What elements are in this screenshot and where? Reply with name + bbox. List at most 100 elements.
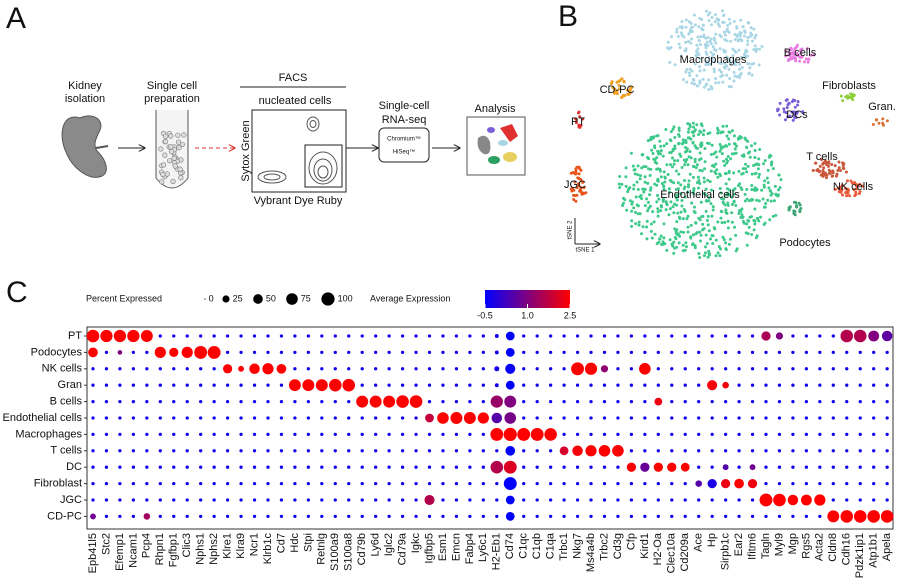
- dot: [777, 514, 782, 519]
- dot: [872, 498, 876, 502]
- gene-label: Klra9: [235, 533, 247, 559]
- dot: [575, 350, 580, 355]
- tsne-point: [702, 254, 706, 258]
- dot: [589, 399, 593, 404]
- dot: [629, 514, 634, 519]
- gene-label: Stc2: [100, 533, 112, 555]
- dot: [158, 367, 162, 371]
- dot: [643, 514, 647, 519]
- dot: [656, 432, 660, 437]
- tsne-point: [711, 164, 715, 168]
- tsne-point: [838, 169, 842, 173]
- tsne-point: [799, 207, 803, 211]
- tsne-point: [738, 76, 742, 80]
- dot: [427, 514, 432, 519]
- tsne-point: [674, 230, 678, 234]
- tsne-point: [737, 48, 741, 52]
- tsne-point: [622, 94, 626, 98]
- tsne-point: [757, 63, 761, 67]
- dot: [266, 334, 270, 338]
- tsne-point: [706, 178, 710, 182]
- gene-label: Ace: [693, 533, 705, 552]
- dot: [199, 334, 203, 338]
- tsne-point: [739, 31, 743, 35]
- tsne-point: [656, 179, 660, 183]
- dot: [589, 432, 593, 437]
- tsne-point: [617, 83, 621, 87]
- gene-label: Cd74: [504, 533, 516, 559]
- tsne-point: [728, 77, 732, 81]
- dot: [845, 367, 849, 371]
- dot: [360, 367, 364, 371]
- tsne-point: [686, 230, 690, 234]
- tsne-point: [656, 210, 660, 214]
- tsne-point: [722, 238, 726, 242]
- tsne-point: [662, 144, 666, 148]
- dot: [710, 449, 714, 453]
- dot: [723, 334, 728, 338]
- tsne-point: [706, 13, 710, 17]
- dot: [118, 432, 122, 437]
- dot: [697, 416, 701, 420]
- dot: [759, 493, 773, 507]
- tsne-point: [638, 212, 642, 216]
- dot: [670, 334, 674, 338]
- tsne-point: [687, 179, 691, 183]
- cell-icon: [179, 141, 185, 148]
- dot: [710, 514, 714, 519]
- tsne-point: [830, 163, 834, 167]
- row-label: PT: [68, 330, 82, 342]
- gene-label: Iglc2: [383, 533, 395, 556]
- dot: [804, 449, 809, 453]
- tsne-point: [673, 227, 677, 231]
- tsne-point: [674, 169, 678, 173]
- tsne-point: [734, 204, 738, 208]
- tsne-point: [671, 149, 675, 153]
- dot: [749, 464, 756, 471]
- dot: [853, 510, 867, 523]
- dot: [158, 383, 162, 387]
- step-label: Single-cell: [379, 100, 430, 112]
- dot: [414, 416, 418, 420]
- tsne-point: [755, 187, 759, 191]
- tsne-point: [684, 245, 688, 249]
- dot: [118, 449, 122, 453]
- tsne-point: [719, 216, 723, 220]
- tsne-point: [722, 30, 726, 34]
- dot: [374, 481, 378, 486]
- dot: [333, 350, 337, 355]
- tsne-point: [656, 149, 660, 153]
- dot: [880, 510, 894, 523]
- dot: [306, 465, 310, 469]
- tsne-point: [853, 181, 857, 185]
- dot: [293, 449, 297, 453]
- tsne-point: [728, 131, 732, 135]
- dot: [535, 514, 539, 519]
- tsne-point: [700, 169, 704, 173]
- dot: [481, 383, 485, 387]
- gene-label: Hp: [706, 533, 718, 547]
- tsne-point: [683, 185, 687, 189]
- tsne-point: [778, 101, 782, 105]
- tsne-point: [722, 20, 726, 24]
- cluster-label: Fibroblasts: [822, 80, 876, 92]
- tsne-point: [754, 171, 758, 175]
- tsne-point: [689, 137, 693, 141]
- dot: [643, 449, 647, 453]
- tsne-point: [661, 199, 665, 203]
- gene-label: Cd3g: [612, 533, 624, 559]
- dot: [252, 449, 257, 453]
- tsne-point: [695, 74, 699, 78]
- tsne-point: [743, 54, 747, 58]
- dot: [454, 350, 459, 355]
- dot: [400, 465, 405, 469]
- tsne-point: [723, 33, 727, 37]
- tsne-point: [812, 53, 816, 57]
- cell-icon: [164, 171, 170, 177]
- dot: [853, 329, 867, 343]
- cell-icon: [170, 178, 176, 184]
- dot: [315, 379, 328, 392]
- dot: [118, 465, 122, 469]
- cell-icon: [171, 155, 177, 161]
- tsne-point: [717, 245, 721, 249]
